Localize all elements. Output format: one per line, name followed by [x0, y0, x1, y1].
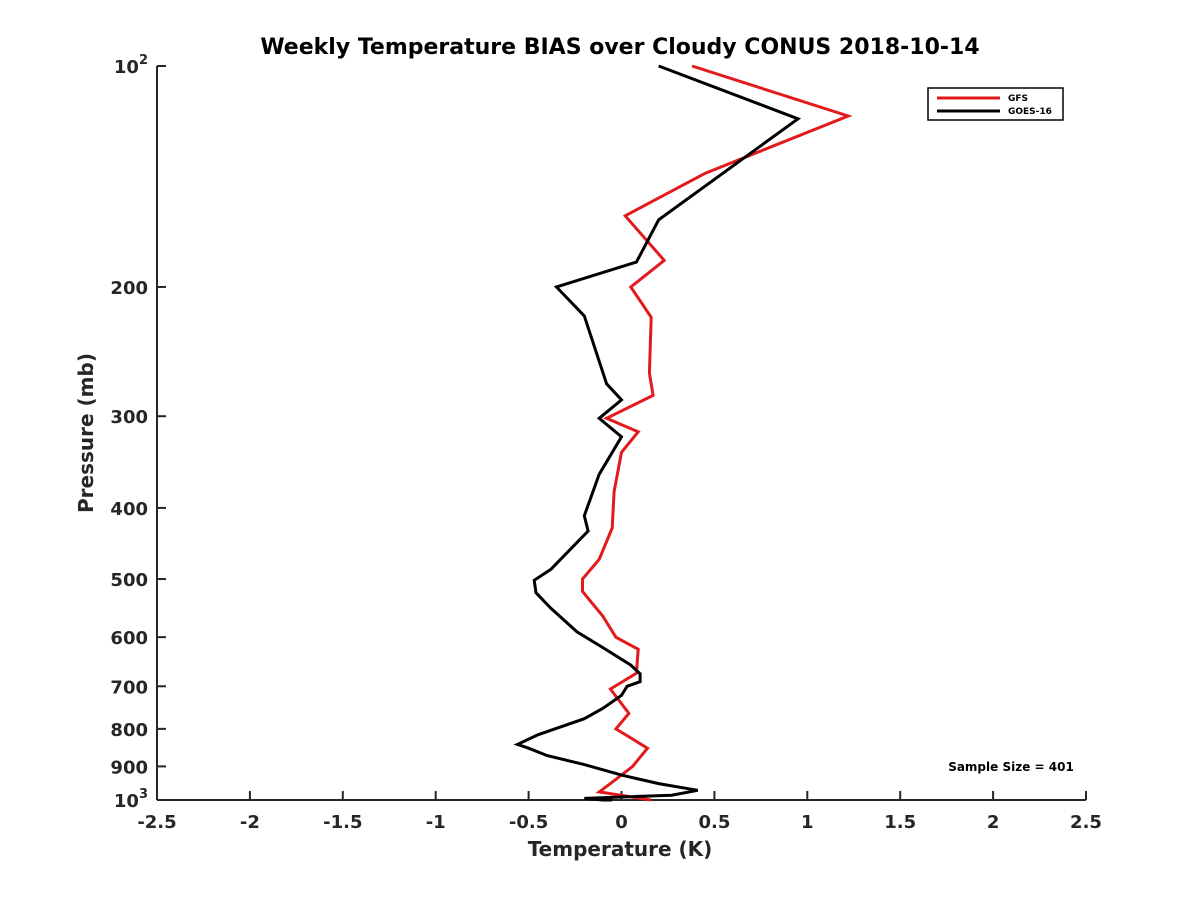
- y-tick-label: 500: [110, 570, 148, 591]
- x-tick-label: 2: [987, 812, 1000, 833]
- y-tick-label: 600: [110, 628, 148, 649]
- x-tick-label: -1: [426, 812, 446, 833]
- y-tick-label: 102: [114, 53, 148, 78]
- x-tick-label: 2.5: [1070, 812, 1102, 833]
- legend-label: GOES-16: [1008, 107, 1052, 117]
- sample-size-annotation: Sample Size = 401: [948, 760, 1074, 774]
- y-tick-label: 700: [110, 677, 148, 698]
- x-tick-label: 1: [801, 812, 814, 833]
- series-layer: [513, 64, 853, 802]
- x-tick-label: -0.5: [509, 812, 548, 833]
- series-line-goes-16: [513, 64, 802, 802]
- legend-label: GFS: [1008, 94, 1028, 104]
- x-tick-label: -2.5: [137, 812, 176, 833]
- y-tick-label: 800: [110, 720, 148, 741]
- axes: [156, 66, 1086, 801]
- y-tick-label: 103: [114, 787, 148, 812]
- series-line-gfs: [581, 64, 853, 802]
- y-tick-label: 900: [110, 757, 148, 778]
- y-tick-label: 300: [110, 407, 148, 428]
- x-tick-label: 0.5: [698, 812, 730, 833]
- y-axis-label: Pressure (mb): [74, 353, 98, 513]
- y-tick-label: 400: [110, 499, 148, 520]
- x-tick-label: -2: [240, 812, 260, 833]
- y-axis-ticks: 102 200 300 400 500 600 700 800 900 103: [110, 53, 166, 812]
- x-tick-label: 1.5: [884, 812, 916, 833]
- x-axis-ticks: -2.5 -2 -1.5 -1 -0.5 0 0.5 1 1.5 2 2.5: [137, 791, 1102, 833]
- legend-box: [927, 87, 1064, 121]
- x-axis-label: Temperature (K): [528, 837, 713, 861]
- x-tick-label: 0: [615, 812, 628, 833]
- legend: GFS GOES-16: [927, 87, 1064, 121]
- x-tick-label: -1.5: [323, 812, 362, 833]
- chart-title: Weekly Temperature BIAS over Cloudy CONU…: [260, 35, 979, 60]
- y-tick-label: 200: [110, 278, 148, 299]
